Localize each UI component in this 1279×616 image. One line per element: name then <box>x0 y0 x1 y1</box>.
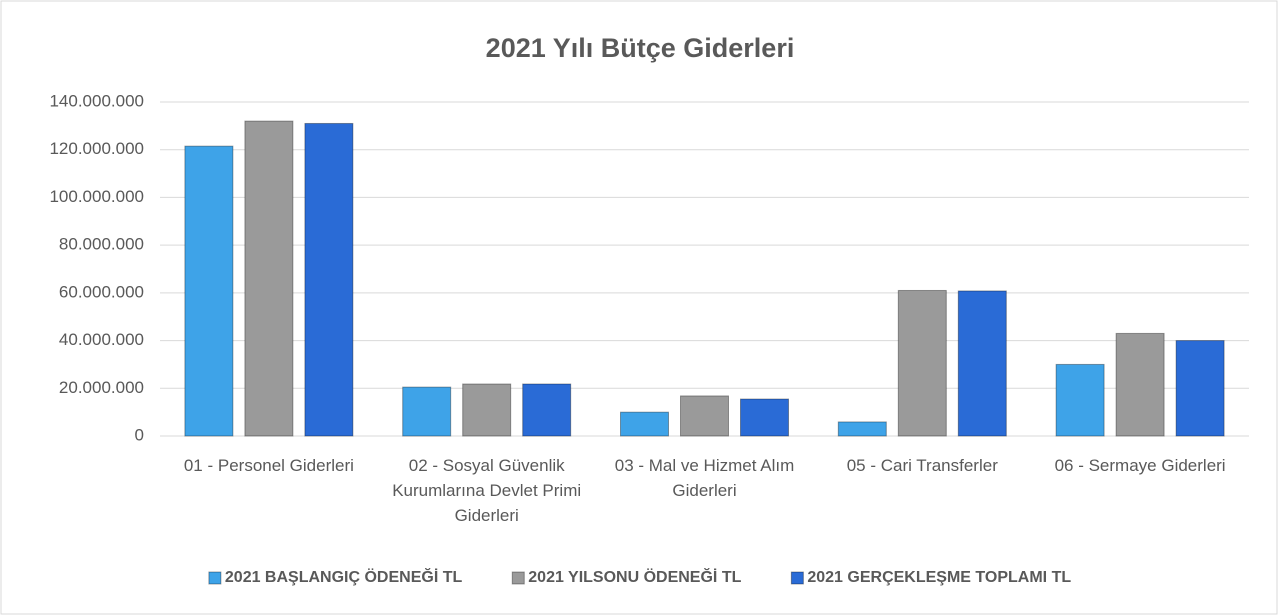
y-tick-label: 40.000.000 <box>59 330 144 349</box>
bar <box>837 421 887 437</box>
legend-swatch <box>511 571 525 585</box>
bar <box>402 386 452 437</box>
bar <box>1055 363 1105 437</box>
y-tick-label: 140.000.000 <box>49 91 144 110</box>
bar <box>304 122 354 437</box>
x-tick-label: 02 - Sosyal Güvenlik Kurumlarına Devlet … <box>392 456 582 525</box>
legend-label: 2021 GERÇEKLEŞME TOPLAMI TL <box>807 569 1071 586</box>
bar <box>462 383 512 437</box>
bar <box>1115 332 1165 437</box>
legend-swatch <box>208 571 222 585</box>
y-tick-label: 100.000.000 <box>49 187 144 206</box>
bar <box>522 383 572 437</box>
bar <box>957 290 1007 437</box>
bar <box>244 120 294 437</box>
y-tick-label: 80.000.000 <box>59 235 144 254</box>
legend-swatch <box>790 571 804 585</box>
legend-label: 2021 BAŞLANGIÇ ÖDENEĞİ TL <box>225 567 463 586</box>
y-tick-label: 60.000.000 <box>59 282 144 301</box>
legend-label: 2021 YILSONU ÖDENEĞİ TL <box>528 567 741 586</box>
bar <box>620 411 669 437</box>
x-tick-label: 06 - Sermaye Giderleri <box>1054 456 1226 475</box>
bar <box>184 145 234 437</box>
y-tick-label: 0 <box>135 425 144 444</box>
x-tick-label: 03 - Mal ve Hizmet Alım Giderleri <box>614 456 795 500</box>
x-tick-label: 01 - Personel Giderleri <box>183 456 354 475</box>
bar <box>740 398 789 437</box>
bar <box>897 289 947 437</box>
chart-title: 2021 Yılı Bütçe Giderleri <box>486 33 795 63</box>
y-tick-label: 120.000.000 <box>49 139 144 158</box>
bar <box>680 395 729 437</box>
x-tick-label: 05 - Cari Transferler <box>846 456 998 475</box>
y-tick-label: 20.000.000 <box>59 378 144 397</box>
bar <box>1175 340 1225 437</box>
